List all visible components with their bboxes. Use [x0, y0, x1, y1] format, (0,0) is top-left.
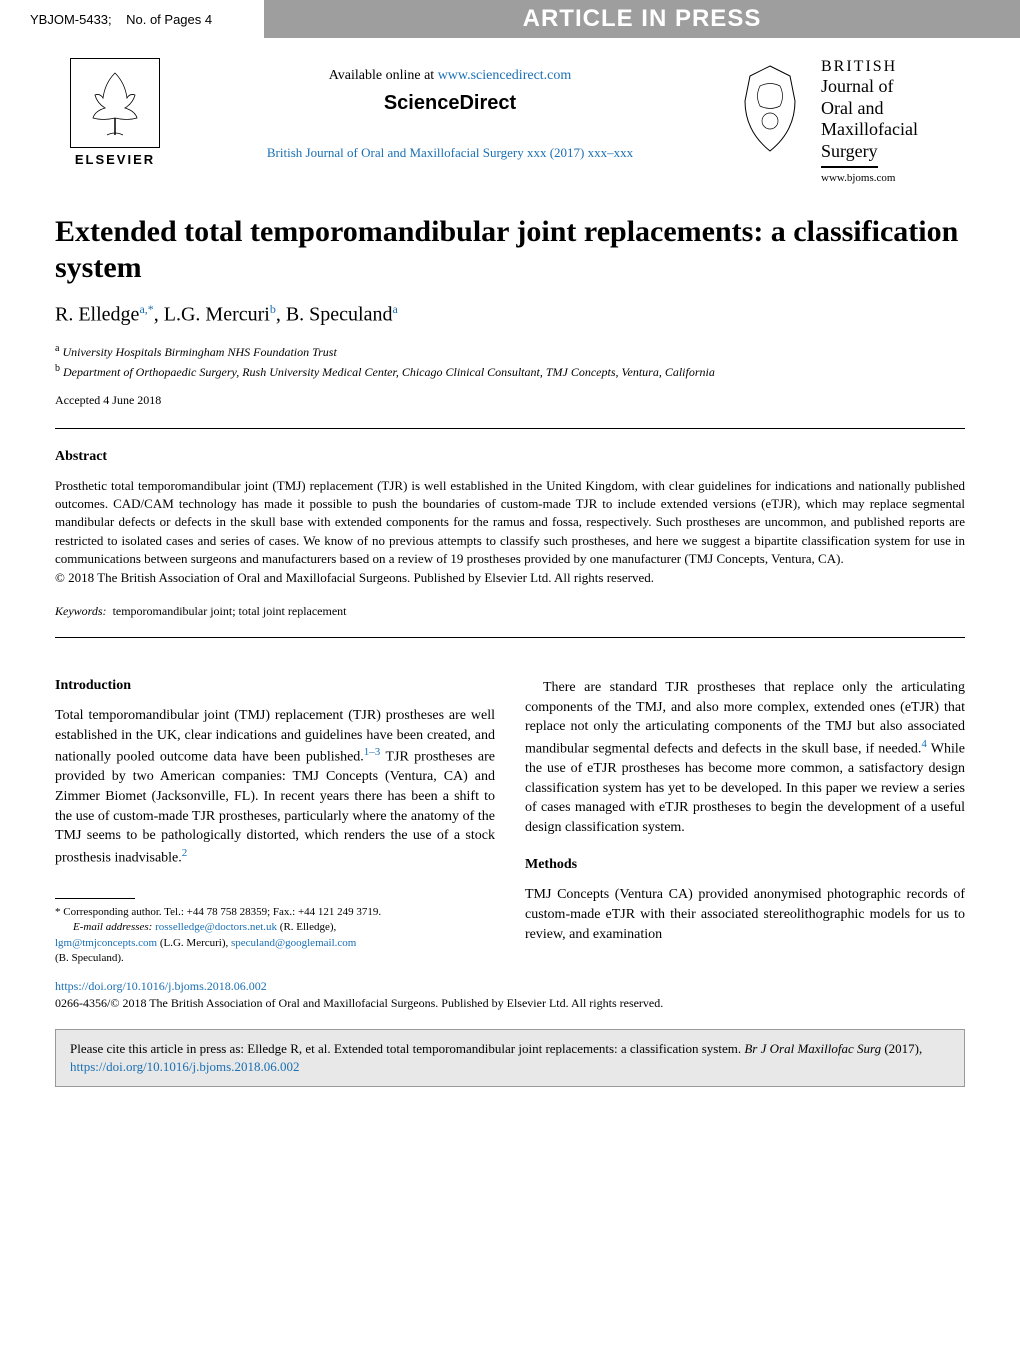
- issn-copyright: 0266-4356/© 2018 The British Association…: [55, 996, 965, 1011]
- masthead-center: Available online at www.sciencedirect.co…: [175, 58, 725, 161]
- cite-year: (2017),: [881, 1041, 922, 1056]
- keywords-text: temporomandibular joint; total joint rep…: [113, 604, 347, 618]
- keywords-line: Keywords: temporomandibular joint; total…: [55, 604, 965, 619]
- methods-heading: Methods: [525, 857, 965, 873]
- abstract-heading: Abstract: [55, 449, 965, 465]
- email-name-2: (L.G. Mercuri),: [160, 937, 228, 949]
- masthead-row: ELSEVIER Available online at www.science…: [55, 58, 965, 184]
- affiliations: a University Hospitals Birmingham NHS Fo…: [55, 341, 965, 381]
- affil-a-text: University Hospitals Birmingham NHS Foun…: [62, 345, 336, 359]
- abstract-copyright: © 2018 The British Association of Oral a…: [55, 570, 965, 586]
- citation-2[interactable]: 2: [182, 847, 188, 859]
- email-link-2[interactable]: lgm@tmjconcepts.com: [55, 937, 157, 949]
- elsevier-label: ELSEVIER: [75, 152, 155, 167]
- tree-icon: [75, 63, 155, 143]
- available-text: Available online at: [329, 68, 438, 83]
- footnotes-block: * Corresponding author. Tel.: +44 78 758…: [55, 905, 495, 967]
- corr-text: Corresponding author. Tel.: +44 78 758 2…: [63, 906, 381, 918]
- doi-link[interactable]: https://doi.org/10.1016/j.bjoms.2018.06.…: [55, 979, 267, 993]
- body-columns: Introduction Total temporomandibular joi…: [55, 678, 965, 967]
- email-label: E-mail addresses:: [73, 921, 152, 933]
- author-3: B. Speculand: [286, 304, 393, 326]
- email-addresses: E-mail addresses: rosselledge@doctors.ne…: [55, 920, 495, 935]
- journal-line4: Surgery: [821, 141, 878, 169]
- journal-british: BRITISH: [821, 58, 918, 76]
- divider-1: [55, 428, 965, 429]
- crest-icon: [730, 61, 810, 156]
- header-bar: YBJOM-5433; No. of Pages 4 ARTICLE IN PR…: [0, 0, 1020, 38]
- email-name-1: (R. Elledge),: [280, 921, 337, 933]
- cite-journal-abbrev: Br J Oral Maxillofac Surg: [744, 1041, 881, 1056]
- in-press-banner: ARTICLE IN PRESS: [264, 0, 1020, 38]
- citation-1-3[interactable]: 1–3: [364, 746, 381, 758]
- author-3-affil[interactable]: a: [393, 302, 398, 316]
- intro-para-2: There are standard TJR prostheses that r…: [525, 678, 965, 837]
- right-column: There are standard TJR prostheses that r…: [525, 678, 965, 967]
- journal-line3: Maxillofacial: [821, 119, 918, 141]
- methods-para-1: TMJ Concepts (Ventura CA) provided anony…: [525, 885, 965, 944]
- intro-para-1: Total temporomandibular joint (TMJ) repl…: [55, 706, 495, 868]
- abstract-text: Prosthetic total temporomandibular joint…: [55, 477, 965, 568]
- intro-heading: Introduction: [55, 678, 495, 694]
- keywords-label: Keywords:: [55, 604, 107, 618]
- affil-b-text: Department of Orthopaedic Surgery, Rush …: [63, 365, 715, 379]
- divider-2: [55, 637, 965, 638]
- article-title: Extended total temporomandibular joint r…: [55, 214, 965, 286]
- elsevier-logo-block: ELSEVIER: [55, 58, 175, 167]
- author-2-affil[interactable]: b: [270, 302, 276, 316]
- available-online: Available online at www.sciencedirect.co…: [175, 68, 725, 84]
- affiliation-b: b Department of Orthopaedic Surgery, Rus…: [55, 361, 965, 381]
- journal-title-block: BRITISH Journal of Oral and Maxillofacia…: [821, 58, 918, 184]
- corresponding-author: * Corresponding author. Tel.: +44 78 758…: [55, 905, 495, 920]
- journal-crest-icon: [725, 58, 815, 158]
- journal-brand-block: BRITISH Journal of Oral and Maxillofacia…: [725, 58, 965, 184]
- email-name-3: (B. Speculand).: [55, 951, 495, 966]
- cite-doi-link[interactable]: https://doi.org/10.1016/j.bjoms.2018.06.…: [70, 1059, 299, 1074]
- elsevier-tree-icon: [70, 58, 160, 148]
- journal-url: www.bjoms.com: [821, 172, 918, 184]
- page: YBJOM-5433; No. of Pages 4 ARTICLE IN PR…: [0, 0, 1020, 1352]
- journal-reference[interactable]: British Journal of Oral and Maxillofacia…: [175, 145, 725, 161]
- intro-p1b: TJR prostheses are provided by two Ameri…: [55, 750, 495, 866]
- journal-line1: Journal of: [821, 76, 918, 98]
- cite-prefix: Please cite this article in press as: El…: [70, 1041, 744, 1056]
- email-line-2: lgm@tmjconcepts.com (L.G. Mercuri), spec…: [55, 936, 495, 951]
- pages-count: No. of Pages 4: [126, 12, 212, 27]
- intro-p2a: There are standard TJR prostheses that r…: [525, 680, 965, 756]
- email-link-3[interactable]: speculand@googlemail.com: [231, 937, 356, 949]
- email-link-1[interactable]: rosselledge@doctors.net.uk: [155, 921, 277, 933]
- author-2: L.G. Mercuri: [164, 304, 270, 326]
- sciencedirect-logo: ScienceDirect: [175, 92, 725, 115]
- doi-line: https://doi.org/10.1016/j.bjoms.2018.06.…: [55, 979, 965, 994]
- article-id: YBJOM-5433;: [30, 12, 112, 27]
- header-article-id: YBJOM-5433; No. of Pages 4: [0, 12, 264, 27]
- sciencedirect-url-link[interactable]: www.sciencedirect.com: [438, 68, 572, 83]
- left-column: Introduction Total temporomandibular joi…: [55, 678, 495, 967]
- journal-line2: Oral and: [821, 98, 918, 120]
- author-1: R. Elledge: [55, 304, 139, 326]
- citation-box: Please cite this article in press as: El…: [55, 1029, 965, 1087]
- accepted-date: Accepted 4 June 2018: [55, 393, 965, 408]
- footnote-rule: [55, 898, 135, 899]
- affiliation-a: a University Hospitals Birmingham NHS Fo…: [55, 341, 965, 361]
- author-1-affil[interactable]: a,*: [139, 302, 153, 316]
- content-area: ELSEVIER Available online at www.science…: [0, 38, 1020, 1087]
- authors-line: R. Elledgea,*, L.G. Mercurib, B. Specula…: [55, 302, 965, 327]
